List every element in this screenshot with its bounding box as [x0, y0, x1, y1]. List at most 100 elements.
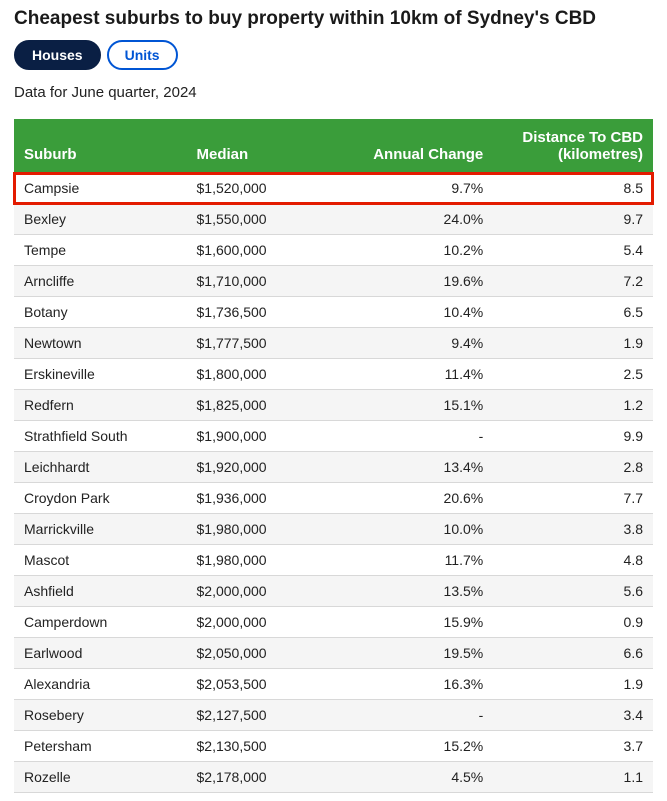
- tab-units[interactable]: Units: [107, 40, 178, 70]
- cell-suburb: Tempe: [14, 235, 187, 266]
- cell-distance: 0.9: [493, 607, 653, 638]
- cell-change: 11.7%: [333, 545, 493, 576]
- cell-change: 11.4%: [333, 359, 493, 390]
- tab-houses[interactable]: Houses: [14, 40, 101, 70]
- cell-median: $1,710,000: [187, 266, 334, 297]
- cell-median: $2,130,500: [187, 731, 334, 762]
- table-row: Arncliffe$1,710,00019.6%7.2: [14, 266, 653, 297]
- cell-suburb: Petersham: [14, 731, 187, 762]
- cell-median: $2,050,000: [187, 638, 334, 669]
- table-row: Botany$1,736,50010.4%6.5: [14, 297, 653, 328]
- cell-suburb: Arncliffe: [14, 266, 187, 297]
- table-row: Rosebery$2,127,500-3.4: [14, 700, 653, 731]
- cell-median: $1,980,000: [187, 545, 334, 576]
- cell-median: $1,980,000: [187, 514, 334, 545]
- cell-suburb: Marrickville: [14, 514, 187, 545]
- table-row: Mascot$1,980,00011.7%4.8: [14, 545, 653, 576]
- cell-median: $2,127,500: [187, 700, 334, 731]
- cell-distance: 8.5: [493, 173, 653, 204]
- cell-distance: 4.8: [493, 545, 653, 576]
- cell-distance: 3.8: [493, 514, 653, 545]
- cell-distance: 5.4: [493, 235, 653, 266]
- cell-median: $1,825,000: [187, 390, 334, 421]
- table-row: Leichhardt$1,920,00013.4%2.8: [14, 452, 653, 483]
- type-tabs: Houses Units: [14, 40, 653, 70]
- col-header-change: Annual Change: [333, 119, 493, 173]
- table-row: Erskineville$1,800,00011.4%2.5: [14, 359, 653, 390]
- cell-change: 15.1%: [333, 390, 493, 421]
- cell-suburb: Mascot: [14, 545, 187, 576]
- cell-suburb: Alexandria: [14, 669, 187, 700]
- cell-distance: 7.7: [493, 483, 653, 514]
- table-row: Camperdown$2,000,00015.9%0.9: [14, 607, 653, 638]
- table-row: Petersham$2,130,50015.2%3.7: [14, 731, 653, 762]
- cell-suburb: Redfern: [14, 390, 187, 421]
- cell-suburb: Leichhardt: [14, 452, 187, 483]
- cell-suburb: Rozelle: [14, 762, 187, 793]
- col-header-distance: Distance To CBD (kilometres): [493, 119, 653, 173]
- cell-distance: 2.5: [493, 359, 653, 390]
- cell-median: $1,800,000: [187, 359, 334, 390]
- cell-suburb: Erskineville: [14, 359, 187, 390]
- cell-median: $1,936,000: [187, 483, 334, 514]
- cell-distance: 1.9: [493, 328, 653, 359]
- table-row: Earlwood$2,050,00019.5%6.6: [14, 638, 653, 669]
- cell-suburb: Rosebery: [14, 700, 187, 731]
- cell-median: $1,920,000: [187, 452, 334, 483]
- cell-change: 13.5%: [333, 576, 493, 607]
- cell-distance: 1.9: [493, 669, 653, 700]
- cell-change: 24.0%: [333, 204, 493, 235]
- cell-distance: 6.5: [493, 297, 653, 328]
- cell-change: 9.7%: [333, 173, 493, 204]
- cell-distance: 1.2: [493, 390, 653, 421]
- table-row: Ashfield$2,000,00013.5%5.6: [14, 576, 653, 607]
- cell-distance: 7.2: [493, 266, 653, 297]
- cell-change: 20.6%: [333, 483, 493, 514]
- cell-change: 10.4%: [333, 297, 493, 328]
- cell-median: $1,520,000: [187, 173, 334, 204]
- cell-change: 16.3%: [333, 669, 493, 700]
- cell-suburb: Campsie: [14, 173, 187, 204]
- cell-median: $1,550,000: [187, 204, 334, 235]
- cell-distance: 3.7: [493, 731, 653, 762]
- cell-change: 10.0%: [333, 514, 493, 545]
- cell-suburb: Earlwood: [14, 638, 187, 669]
- cell-change: 9.4%: [333, 328, 493, 359]
- table-row: Bexley$1,550,00024.0%9.7: [14, 204, 653, 235]
- cell-change: 19.6%: [333, 266, 493, 297]
- table-row: Strathfield South$1,900,000-9.9: [14, 421, 653, 452]
- suburbs-table: Suburb Median Annual Change Distance To …: [14, 119, 653, 793]
- cell-suburb: Ashfield: [14, 576, 187, 607]
- table-row: Alexandria$2,053,50016.3%1.9: [14, 669, 653, 700]
- cell-change: 13.4%: [333, 452, 493, 483]
- cell-median: $2,178,000: [187, 762, 334, 793]
- cell-suburb: Newtown: [14, 328, 187, 359]
- cell-distance: 9.9: [493, 421, 653, 452]
- col-header-median: Median: [187, 119, 334, 173]
- cell-median: $1,900,000: [187, 421, 334, 452]
- cell-suburb: Botany: [14, 297, 187, 328]
- cell-distance: 6.6: [493, 638, 653, 669]
- cell-distance: 9.7: [493, 204, 653, 235]
- table-row: Croydon Park$1,936,00020.6%7.7: [14, 483, 653, 514]
- cell-median: $2,053,500: [187, 669, 334, 700]
- table-row: Redfern$1,825,00015.1%1.2: [14, 390, 653, 421]
- cell-change: 4.5%: [333, 762, 493, 793]
- cell-median: $1,736,500: [187, 297, 334, 328]
- cell-median: $2,000,000: [187, 576, 334, 607]
- table-row: Rozelle$2,178,0004.5%1.1: [14, 762, 653, 793]
- cell-suburb: Croydon Park: [14, 483, 187, 514]
- cell-median: $2,000,000: [187, 607, 334, 638]
- cell-change: -: [333, 700, 493, 731]
- cell-distance: 1.1: [493, 762, 653, 793]
- table-row: Marrickville$1,980,00010.0%3.8: [14, 514, 653, 545]
- page-title: Cheapest suburbs to buy property within …: [14, 8, 653, 30]
- cell-suburb: Strathfield South: [14, 421, 187, 452]
- cell-median: $1,777,500: [187, 328, 334, 359]
- col-header-suburb: Suburb: [14, 119, 187, 173]
- cell-change: 10.2%: [333, 235, 493, 266]
- cell-distance: 3.4: [493, 700, 653, 731]
- cell-suburb: Bexley: [14, 204, 187, 235]
- table-row: Newtown$1,777,5009.4%1.9: [14, 328, 653, 359]
- data-period-label: Data for June quarter, 2024: [14, 84, 653, 101]
